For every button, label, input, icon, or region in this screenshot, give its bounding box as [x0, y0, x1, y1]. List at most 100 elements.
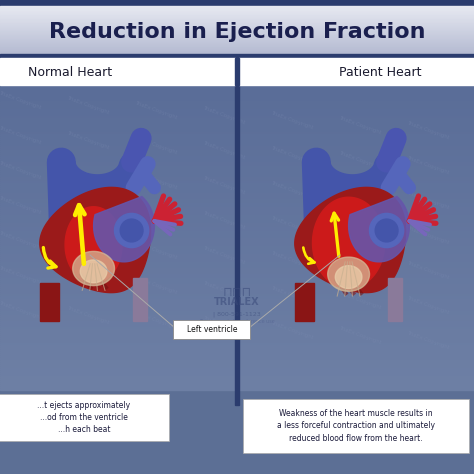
Bar [0, 40, 474, 41]
Text: | 800-591-1123: | 800-591-1123 [213, 311, 261, 317]
Bar [0, 376, 474, 378]
Text: TriaEx Copyright: TriaEx Copyright [134, 170, 178, 190]
Bar [0, 244, 474, 246]
Bar [0, 368, 474, 370]
Bar [0, 11, 474, 12]
Bar [0, 85, 474, 87]
Text: TriaEx Copyright: TriaEx Copyright [134, 135, 178, 155]
Bar [0, 136, 474, 138]
Bar [0, 339, 474, 341]
Bar [0, 274, 474, 276]
Bar [0, 301, 474, 302]
Bar [0, 278, 474, 280]
Bar [0, 266, 474, 268]
Bar [134, 278, 147, 321]
Bar [0, 54, 474, 58]
Text: ...t ejects approximately
...od from the ventricle
...h each beat: ...t ejects approximately ...od from the… [37, 401, 130, 435]
Bar [0, 237, 474, 239]
Bar [0, 182, 474, 185]
Polygon shape [73, 251, 115, 286]
Bar [0, 91, 474, 93]
Bar [0, 292, 474, 294]
Text: Patient Heart: Patient Heart [339, 65, 421, 79]
Text: TriaEx Copyright: TriaEx Copyright [66, 235, 110, 255]
Bar [295, 283, 314, 321]
Bar [0, 270, 474, 272]
Bar [0, 197, 474, 199]
Bar [0, 213, 474, 215]
Bar [0, 370, 474, 372]
Bar [0, 154, 474, 156]
Bar [0, 0, 474, 6]
Bar [0, 191, 474, 193]
Bar [0, 173, 474, 174]
Bar [0, 170, 474, 173]
Polygon shape [40, 187, 151, 292]
Bar [0, 323, 474, 325]
Bar [0, 179, 474, 181]
Bar [0, 13, 474, 14]
Text: TriaEx Copyright: TriaEx Copyright [202, 245, 246, 265]
Bar [0, 16, 474, 17]
Bar [389, 278, 402, 321]
Bar [0, 22, 474, 23]
Bar [0, 221, 474, 223]
Bar [0, 122, 474, 124]
Text: TriaEx Copyright: TriaEx Copyright [134, 100, 178, 120]
Text: TriaEx Copyright: TriaEx Copyright [66, 130, 110, 150]
Bar [0, 10, 474, 11]
Bar [0, 6, 474, 7]
Text: TriaEx Copyright: TriaEx Copyright [338, 255, 382, 275]
Bar [0, 299, 474, 301]
Text: TriaEx Copyright: TriaEx Copyright [202, 315, 246, 335]
Bar [0, 93, 474, 95]
Bar [0, 19, 474, 20]
Text: TriaEx Copyright: TriaEx Copyright [270, 110, 314, 130]
Bar [0, 101, 474, 103]
Bar [0, 7, 474, 8]
Circle shape [370, 213, 404, 247]
Bar [0, 333, 474, 335]
Bar [0, 354, 474, 356]
Bar [0, 162, 474, 164]
Bar [0, 310, 474, 313]
Bar [0, 207, 474, 209]
Bar [0, 272, 474, 274]
Bar [0, 53, 474, 54]
Bar [0, 185, 474, 187]
Text: TriaEx Copyright: TriaEx Copyright [338, 115, 382, 135]
Bar [0, 27, 474, 28]
Text: TriaEx Copyright: TriaEx Copyright [202, 280, 246, 300]
Bar [0, 307, 474, 309]
Bar [0, 176, 474, 179]
Bar [0, 33, 474, 34]
Bar [0, 113, 474, 116]
Bar [0, 48, 474, 49]
Text: TriaEx Copyright: TriaEx Copyright [338, 185, 382, 205]
Bar [0, 378, 474, 380]
Text: TriaEx Copyright: TriaEx Copyright [66, 270, 110, 290]
Bar [0, 111, 474, 113]
Text: TriaEx Copyright: TriaEx Copyright [0, 195, 42, 215]
Bar [0, 168, 474, 170]
Bar [0, 138, 474, 140]
Bar [0, 23, 474, 24]
Bar [0, 365, 474, 368]
Polygon shape [295, 187, 406, 292]
Bar [0, 246, 474, 248]
Bar [0, 217, 474, 219]
Text: TriaEx Copyright: TriaEx Copyright [66, 200, 110, 220]
Bar [0, 36, 474, 37]
Text: TriaEx Copyright: TriaEx Copyright [134, 310, 178, 330]
Text: TriaEx Copyright: TriaEx Copyright [270, 250, 314, 270]
Bar [0, 38, 474, 39]
Bar [0, 29, 474, 30]
Bar [0, 9, 474, 10]
Bar [0, 256, 474, 258]
Bar [0, 44, 474, 45]
Bar [0, 260, 474, 262]
Bar [0, 199, 474, 201]
Bar [0, 47, 474, 48]
Text: TriaEx Copyright: TriaEx Copyright [406, 225, 450, 245]
Bar [0, 158, 474, 160]
